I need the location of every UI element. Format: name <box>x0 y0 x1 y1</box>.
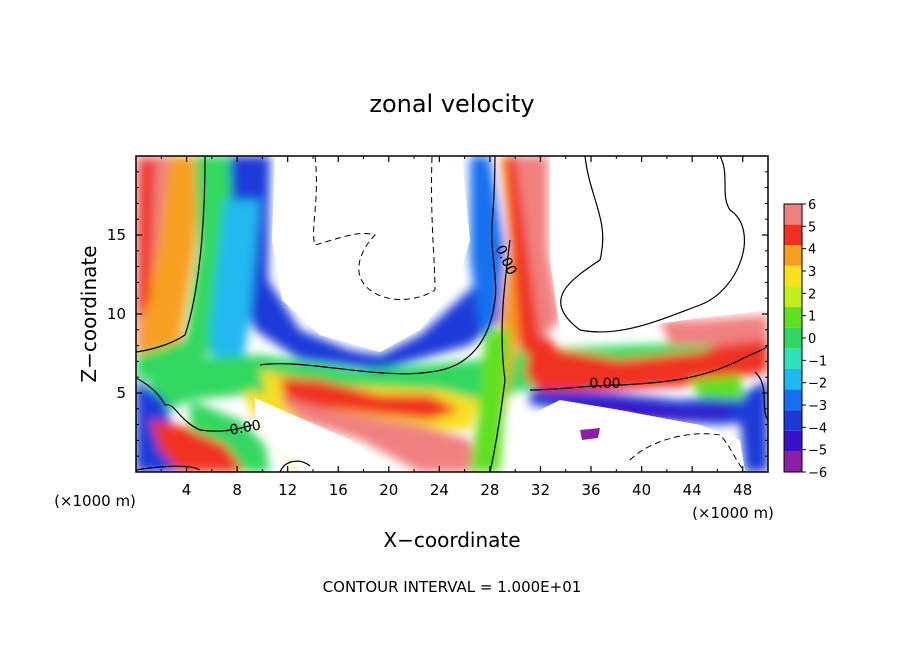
colorbar-swatch <box>784 204 802 225</box>
chart-title: zonal velocity <box>369 90 534 118</box>
x-axis-ticks: 4 8 12 16 20 24 28 32 36 40 44 48 <box>160 156 752 499</box>
colorbar-swatch <box>784 307 802 328</box>
colorbar-swatch <box>784 368 802 390</box>
x-unit-right: (×1000 m) <box>692 504 774 522</box>
colorbar-label: −6 <box>808 466 827 481</box>
colorbar-swatch <box>784 348 802 369</box>
x-tick-label: 24 <box>430 481 449 499</box>
colorbar-label: −2 <box>808 377 827 392</box>
colorbar-label: −3 <box>808 399 827 414</box>
contour-label-3: 0.00 <box>589 376 620 392</box>
x-tick-label: 40 <box>632 481 651 499</box>
y-tick-label: 15 <box>107 226 126 244</box>
dashed-contours <box>313 156 746 472</box>
x-tick-label: 16 <box>329 481 348 499</box>
colorbar-swatch <box>784 451 802 472</box>
contour-label-1: 0.00 <box>229 417 262 438</box>
colorbar-label: 6 <box>808 198 816 213</box>
colorbar-label: 2 <box>808 287 816 302</box>
contour-interval-note: CONTOUR INTERVAL = 1.000E+01 <box>323 578 582 596</box>
velocity-field <box>136 156 768 472</box>
y-tick-label: 5 <box>116 384 126 402</box>
x-tick-label: 4 <box>182 481 192 499</box>
colorbar-label: 3 <box>808 265 816 280</box>
x-tick-label: 8 <box>232 481 242 499</box>
contour-lines <box>136 156 768 472</box>
colorbar: 6 5 4 3 2 1 0 −1 −2 −3 −4 −5 −6 <box>783 198 827 481</box>
colorbar-swatch <box>784 327 802 349</box>
colorbar-label: −1 <box>808 354 827 369</box>
x-tick-label: 12 <box>278 481 297 499</box>
colorbar-swatch <box>784 224 802 246</box>
colorbar-label: 5 <box>808 220 816 235</box>
colorbar-label: 1 <box>808 310 816 325</box>
colorbar-swatch <box>784 245 802 266</box>
x-tick-label: 28 <box>480 481 499 499</box>
colorbar-swatch <box>784 410 802 431</box>
colorbar-swatch <box>784 389 802 411</box>
x-tick-label: 44 <box>683 481 702 499</box>
x-tick-label: 20 <box>379 481 398 499</box>
colorbar-label: 4 <box>808 243 816 258</box>
x-axis-label: X−coordinate <box>383 528 520 552</box>
y-axis-ticks: 5 10 15 <box>107 171 768 457</box>
x-tick-label: 36 <box>581 481 600 499</box>
colorbar-swatch <box>784 430 802 452</box>
x-tick-label: 48 <box>733 481 752 499</box>
y-tick-label: 10 <box>107 305 126 323</box>
colorbar-label: −4 <box>808 421 827 436</box>
x-tick-label: 32 <box>531 481 550 499</box>
colorbar-label: −5 <box>808 444 827 459</box>
colorbar-label: 0 <box>808 332 816 347</box>
x-unit-left: (×1000 m) <box>54 492 136 510</box>
colorbar-swatch <box>784 265 802 287</box>
colorbar-swatch <box>784 286 802 308</box>
y-axis-label: Z−coordinate <box>77 245 101 382</box>
